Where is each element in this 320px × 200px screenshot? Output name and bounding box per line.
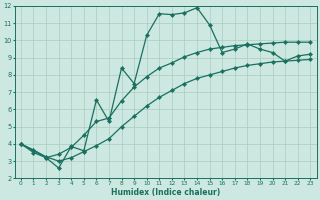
X-axis label: Humidex (Indice chaleur): Humidex (Indice chaleur) <box>111 188 220 197</box>
